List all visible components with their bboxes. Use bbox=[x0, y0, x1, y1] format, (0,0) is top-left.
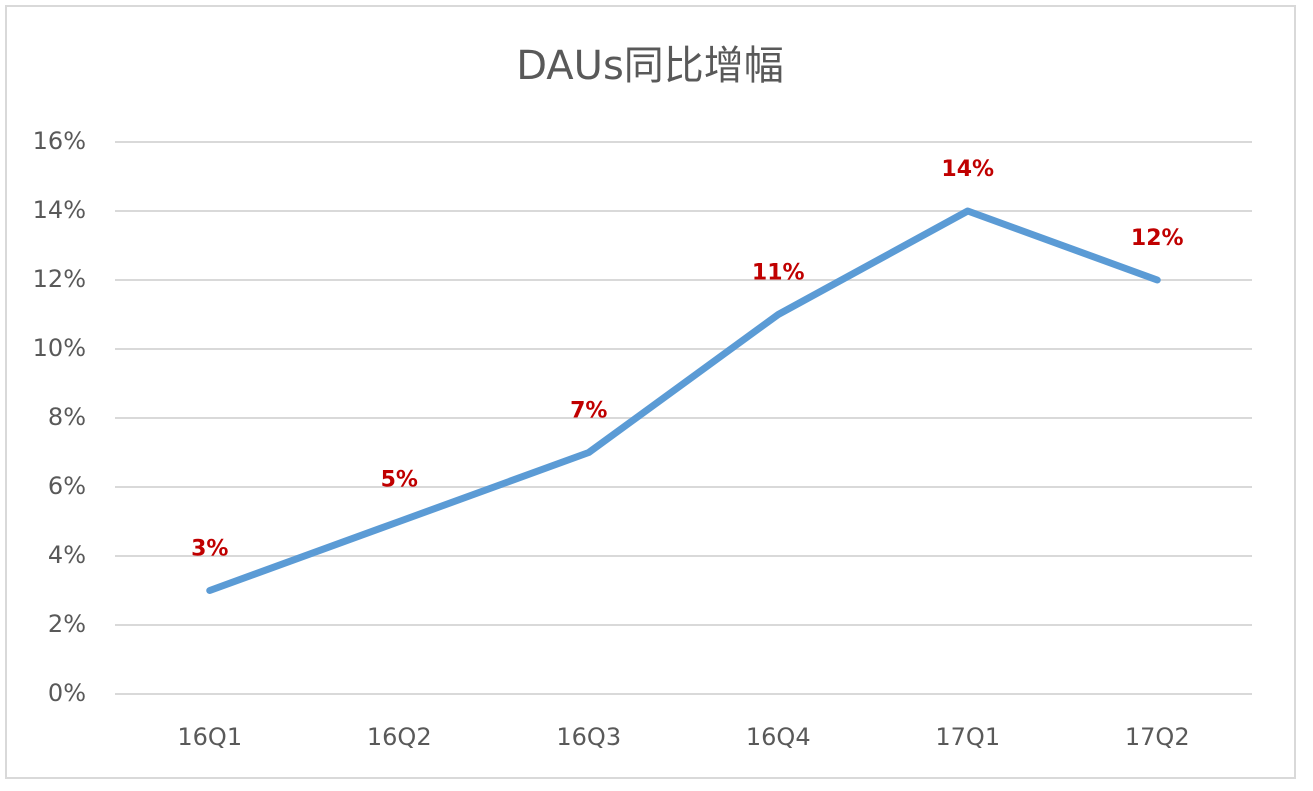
x-tick-label: 16Q2 bbox=[367, 723, 432, 751]
x-tick-label: 16Q3 bbox=[556, 723, 621, 751]
data-label: 3% bbox=[191, 537, 228, 562]
line-series bbox=[206, 207, 1161, 594]
data-label: 11% bbox=[752, 261, 805, 286]
data-label: 5% bbox=[381, 468, 418, 493]
y-tick-label: 10% bbox=[33, 334, 86, 362]
y-tick-label: 8% bbox=[48, 403, 86, 431]
x-tick-label: 17Q1 bbox=[935, 723, 1000, 751]
chart-border bbox=[5, 5, 1296, 779]
y-tick-label: 6% bbox=[48, 472, 86, 500]
y-tick-label: 2% bbox=[48, 610, 86, 638]
x-tick-label: 16Q4 bbox=[746, 723, 811, 751]
y-tick-label: 0% bbox=[48, 679, 86, 707]
y-tick-label: 12% bbox=[33, 265, 86, 293]
x-tick-label: 16Q1 bbox=[177, 723, 242, 751]
x-tick-label: 17Q2 bbox=[1125, 723, 1190, 751]
y-tick-label: 4% bbox=[48, 541, 86, 569]
y-tick-label: 16% bbox=[33, 127, 86, 155]
data-label: 14% bbox=[941, 157, 994, 182]
y-tick-label: 14% bbox=[33, 196, 86, 224]
chart-title: DAUs同比增幅 bbox=[516, 43, 784, 89]
data-label: 12% bbox=[1131, 226, 1184, 251]
data-label: 7% bbox=[570, 399, 607, 424]
